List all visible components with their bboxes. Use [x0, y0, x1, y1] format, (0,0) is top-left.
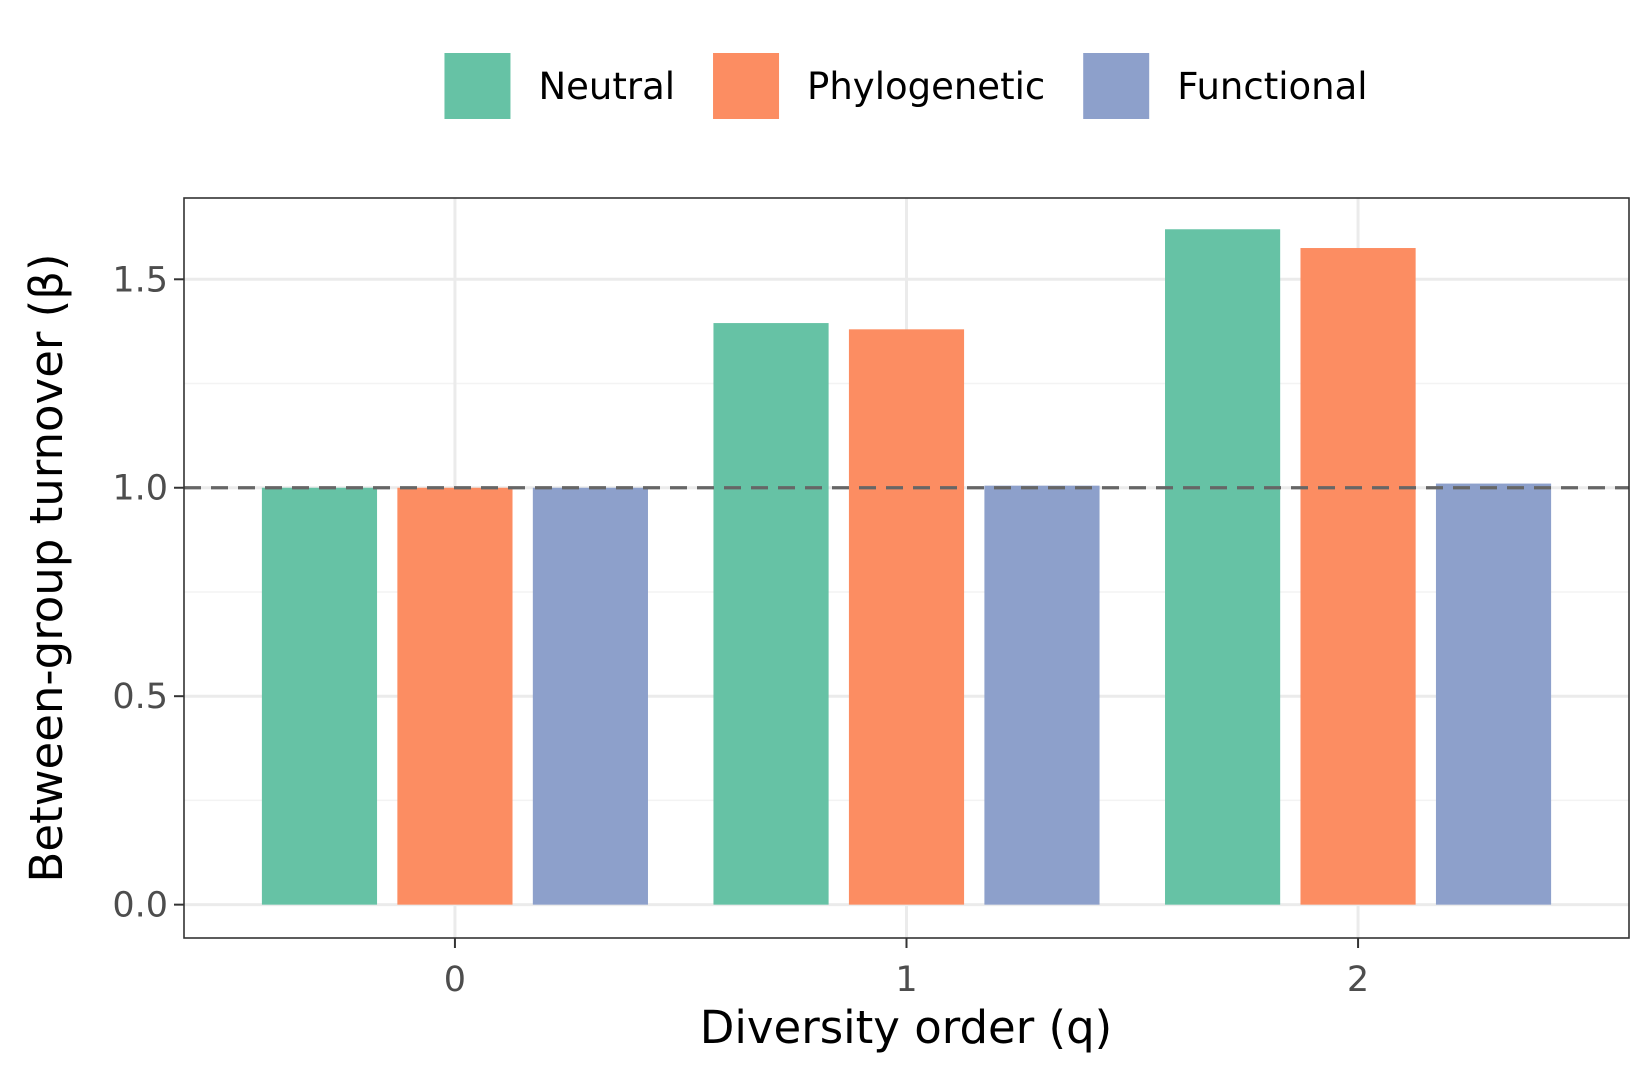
x-axis-title: Diversity order (q): [700, 1001, 1112, 1054]
bar-phylogenetic-q2: [1300, 248, 1416, 905]
legend-key-neutral: [444, 53, 511, 119]
y-tick-label: 1.5: [112, 260, 168, 300]
legend-label-neutral: Neutral: [538, 65, 675, 108]
legend-label-phylogenetic: Phylogenetic: [807, 65, 1045, 108]
legend-key-functional: [1083, 53, 1150, 119]
bar-phylogenetic-q1: [848, 329, 965, 905]
bar-neutral-q2: [1165, 229, 1281, 905]
y-axis-title: Between-group turnover (β): [20, 253, 73, 882]
bar-neutral-q1: [713, 323, 829, 905]
bar-functional-q2: [1435, 483, 1552, 905]
y-tick-label: 1.0: [112, 469, 168, 509]
x-tick-label: 0: [444, 960, 466, 1000]
x-axis: 0 1 2: [444, 938, 1369, 1000]
bar-phylogenetic-q0: [397, 487, 513, 905]
y-tick-label: 0.0: [112, 886, 168, 926]
x-tick-label: 1: [895, 960, 917, 1000]
bar-neutral-q0: [261, 487, 378, 905]
bar-functional-q0: [532, 487, 648, 905]
legend-label-functional: Functional: [1177, 65, 1367, 108]
legend: Neutral Phylogenetic Functional: [444, 53, 1368, 119]
y-axis: 0.0 0.5 1.0 1.5: [112, 260, 184, 926]
bar-functional-q1: [984, 485, 1100, 905]
y-tick-label: 0.5: [112, 677, 168, 717]
bars: [261, 229, 1552, 905]
legend-key-phylogenetic: [713, 53, 780, 119]
x-tick-label: 2: [1347, 960, 1369, 1000]
